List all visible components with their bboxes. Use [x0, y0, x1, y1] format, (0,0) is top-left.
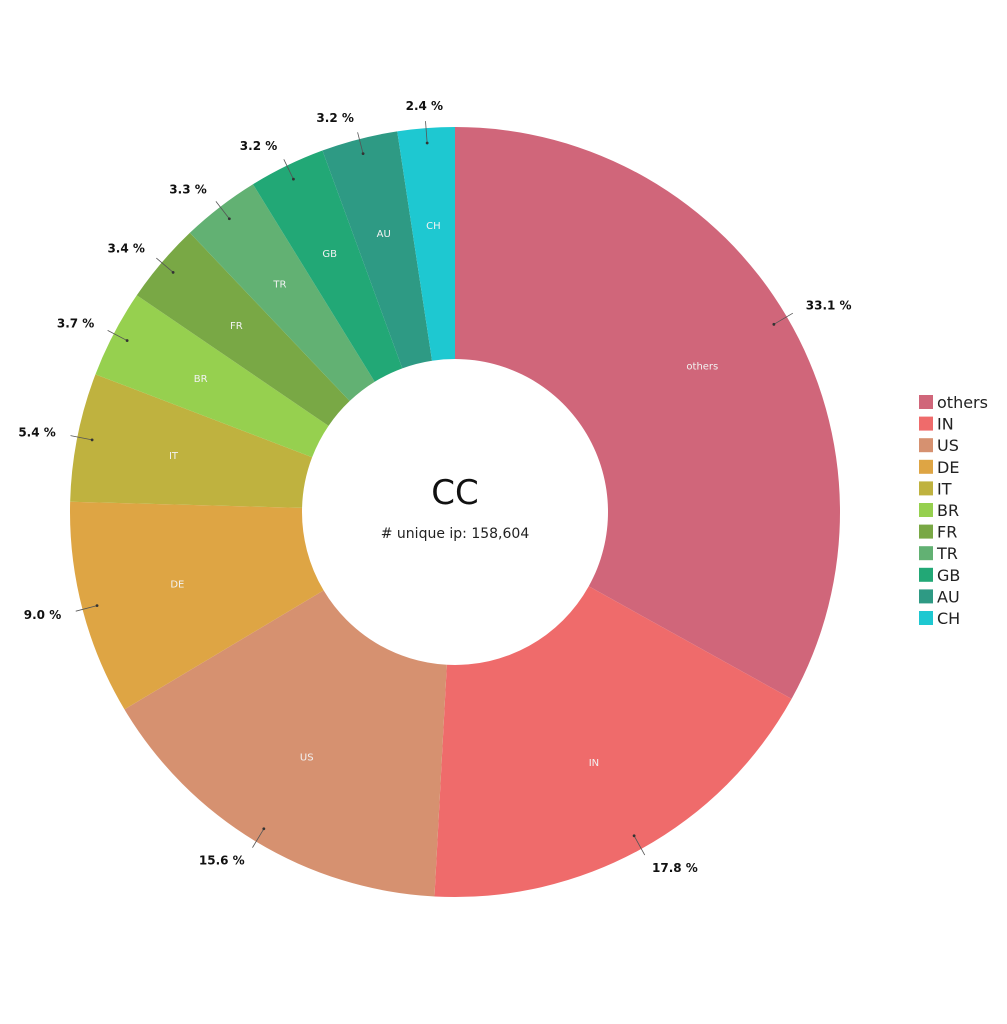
pct-label-ch: 2.4 %	[406, 99, 443, 113]
legend-swatch-ch	[919, 611, 933, 625]
slice-br[interactable]	[95, 295, 329, 458]
slice-label-others: others	[686, 361, 718, 372]
slice-label-de: DE	[170, 580, 184, 591]
slice-label-tr: TR	[272, 280, 286, 291]
leader-dot-tr	[227, 217, 231, 221]
legend-swatch-de	[919, 459, 933, 474]
legend-swatch-us	[919, 438, 933, 453]
legend-label-ch[interactable]: CH	[937, 609, 960, 628]
legend-label-us[interactable]: US	[937, 436, 959, 455]
leader-line-others	[773, 312, 794, 325]
pct-label-us: 15.6 %	[199, 853, 245, 867]
pct-label-au: 3.2 %	[316, 111, 353, 125]
pct-label-br: 3.7 %	[57, 316, 94, 330]
leader-dot-de	[95, 604, 99, 608]
legend-label-de[interactable]: DE	[937, 458, 959, 477]
leader-dot-in	[632, 834, 636, 838]
legend-label-gb[interactable]: GB	[937, 566, 960, 585]
legend-label-tr[interactable]: TR	[936, 544, 958, 563]
leader-line-fr	[156, 257, 174, 273]
leader-line-us	[252, 828, 265, 848]
leader-dot-it	[90, 438, 94, 442]
slice-label-ch: CH	[426, 221, 441, 232]
legend-swatch-br	[919, 503, 933, 517]
leader-line-tr	[215, 201, 230, 220]
legend-label-in[interactable]: IN	[937, 415, 954, 434]
slice-label-fr: FR	[230, 321, 243, 332]
leader-line-de	[75, 605, 98, 612]
legend-label-br[interactable]: BR	[937, 501, 959, 520]
slice-it[interactable]	[70, 374, 313, 508]
center-title: CC	[431, 473, 478, 513]
slice-label-us: US	[300, 753, 314, 764]
pct-label-fr: 3.4 %	[107, 241, 144, 255]
leader-dot-au	[361, 152, 365, 156]
legend-swatch-au	[919, 589, 933, 604]
legend-label-others[interactable]: others	[937, 393, 988, 412]
legend-swatch-it	[919, 481, 933, 496]
slice-de[interactable]	[69, 501, 324, 710]
slice-gb[interactable]	[252, 150, 403, 382]
outer-labels: 33.1 % 17.8 % 15.6 % 9.0 % 5.4 % 3.7 % 3.4 % 3.…	[18, 99, 851, 875]
pct-label-tr: 3.3 %	[169, 182, 206, 196]
legend-label-it[interactable]: IT	[937, 479, 952, 498]
leader-dot-us	[262, 827, 266, 831]
leader-dot-fr	[171, 270, 175, 274]
slice-label-it: IT	[169, 451, 179, 462]
leader-line-gb	[283, 159, 294, 180]
leader-dot-others	[772, 322, 776, 326]
slice-label-in: IN	[589, 758, 599, 769]
leader-dot-ch	[425, 141, 429, 145]
pct-label-de: 9.0 %	[24, 608, 61, 622]
pct-label-it: 5.4 %	[18, 426, 55, 440]
leader-line-it	[70, 435, 93, 441]
pct-label-in: 17.8 %	[652, 861, 698, 875]
slice-au[interactable]	[322, 131, 433, 369]
leader-line-ch	[425, 121, 428, 144]
legend-label-au[interactable]: AU	[937, 587, 960, 606]
slice-tr[interactable]	[189, 184, 375, 402]
slice-fr[interactable]	[136, 232, 350, 426]
slice-label-gb: GB	[322, 249, 337, 260]
slices	[69, 127, 841, 897]
leader-line-au	[357, 132, 364, 154]
slice-ch[interactable]	[397, 127, 455, 361]
leader-line-br	[107, 330, 128, 341]
legend-swatch-fr	[919, 524, 933, 539]
legend-label-fr[interactable]: FR	[937, 523, 957, 542]
slice-label-br: BR	[194, 374, 208, 385]
leader-line-in	[633, 835, 646, 856]
slice-us[interactable]	[124, 590, 447, 897]
legend: others IN US DE IT BR FR TR GB AU CH	[919, 393, 988, 628]
legend-swatch-others	[919, 395, 933, 409]
inner-labels: others IN US DE IT BR FR TR GB AU CH	[169, 221, 718, 769]
slice-others[interactable]	[455, 127, 841, 699]
legend-swatch-in	[919, 416, 933, 431]
center-subtitle: # unique ip: 158,604	[381, 526, 530, 542]
leader-dot-gb	[292, 177, 295, 181]
leader-dot-br	[125, 339, 129, 342]
legend-swatch-gb	[919, 567, 933, 582]
slice-label-au: AU	[377, 229, 391, 240]
legend-swatch-tr	[919, 546, 933, 561]
slice-in[interactable]	[434, 586, 792, 897]
pct-label-gb: 3.2 %	[240, 139, 277, 153]
pct-label-others: 33.1 %	[806, 299, 852, 313]
